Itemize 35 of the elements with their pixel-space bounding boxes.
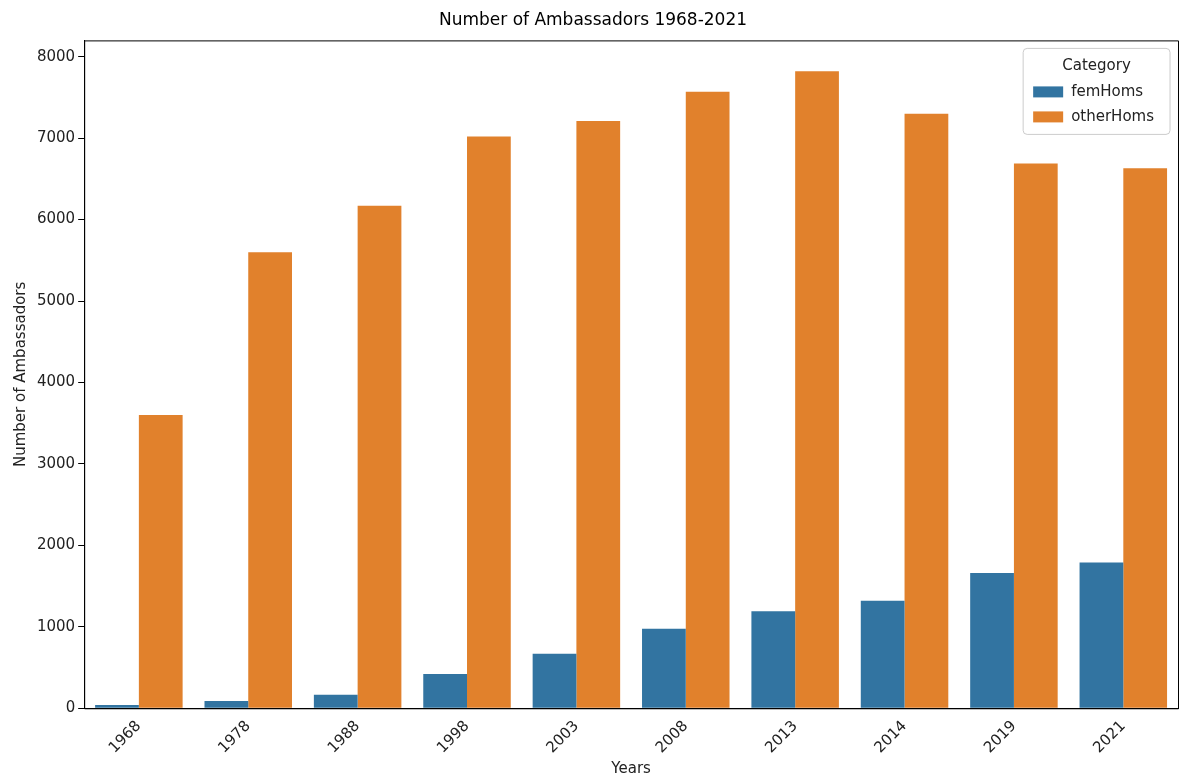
bar xyxy=(204,700,249,708)
bar xyxy=(313,694,358,708)
bar xyxy=(532,653,577,708)
legend-label: otherHoms xyxy=(1071,107,1155,126)
bar xyxy=(423,674,468,708)
legend-label: femHoms xyxy=(1071,82,1144,101)
bar xyxy=(1123,168,1168,708)
y-tick-label: 2000 xyxy=(36,535,76,554)
bar xyxy=(642,628,686,708)
bar xyxy=(1013,163,1058,708)
legend-title: Category xyxy=(1062,56,1131,75)
bar xyxy=(751,611,796,708)
bar xyxy=(95,705,139,708)
bar xyxy=(357,205,402,708)
bar xyxy=(795,71,839,708)
y-tick-label: 4000 xyxy=(36,372,76,391)
bar xyxy=(860,600,905,708)
bar xyxy=(467,136,511,708)
y-tick-label: 8000 xyxy=(36,46,76,65)
y-tick-label: 5000 xyxy=(36,290,76,309)
bar xyxy=(685,91,730,708)
y-tick-label: 3000 xyxy=(36,453,76,472)
bar xyxy=(904,113,949,708)
bar xyxy=(138,415,183,708)
y-axis-title: Number of Ambassadors xyxy=(10,281,29,468)
y-tick-label: 6000 xyxy=(36,209,76,228)
x-axis-title: Years xyxy=(610,758,652,777)
y-tick-label: 7000 xyxy=(36,128,76,147)
y-tick-label: 1000 xyxy=(36,616,76,635)
y-tick-label: 0 xyxy=(65,698,76,717)
chart-title: Number of Ambassadors 1968-2021 xyxy=(438,8,748,29)
bar xyxy=(576,121,621,708)
bar xyxy=(248,252,292,708)
bar xyxy=(970,573,1014,708)
bar xyxy=(1079,562,1124,708)
